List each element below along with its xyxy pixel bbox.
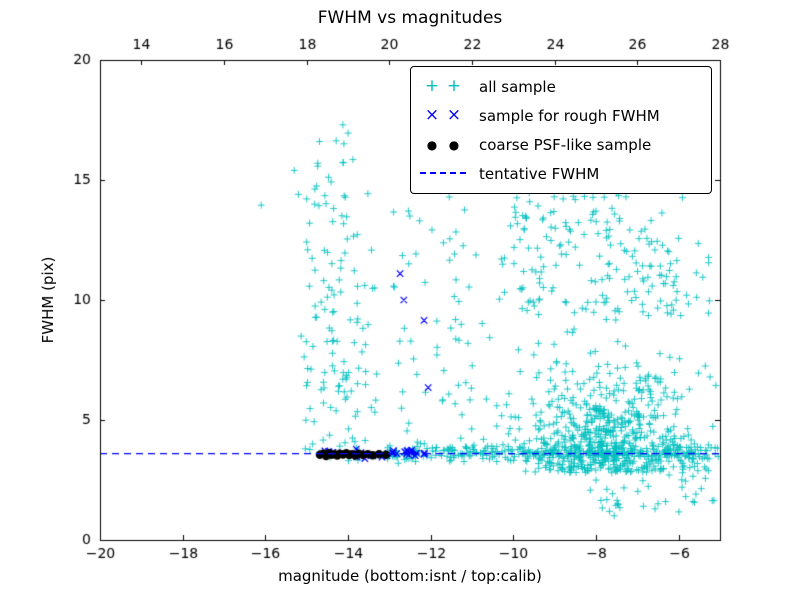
x-axis-label: magnitude (bottom:isnt / top:calib) (278, 567, 542, 585)
circle-marker-icon: ● ● (426, 137, 460, 152)
chart-title: FWHM vs magnitudes (317, 8, 503, 28)
legend-item-rough-fwhm: × × sample for rough FWHM (411, 101, 711, 130)
legend-label: all sample (479, 77, 556, 96)
legend: + + all sample × × sample for rough FWHM ●… (410, 66, 712, 194)
legend-label: sample for rough FWHM (479, 106, 660, 125)
plus-marker-icon: + + (424, 76, 462, 96)
legend-label: tentative FWHM (479, 164, 600, 183)
x-marker-icon: × × (424, 105, 462, 125)
legend-label: coarse PSF-like sample (479, 135, 652, 154)
y-axis-label: FWHM (pix) (39, 256, 57, 344)
legend-item-tentative-fwhm: tentative FWHM (411, 159, 711, 188)
legend-item-coarse-psf: ● ● coarse PSF-like sample (411, 130, 711, 159)
dashed-line-icon (411, 165, 475, 182)
legend-item-all-sample: + + all sample (411, 72, 711, 101)
